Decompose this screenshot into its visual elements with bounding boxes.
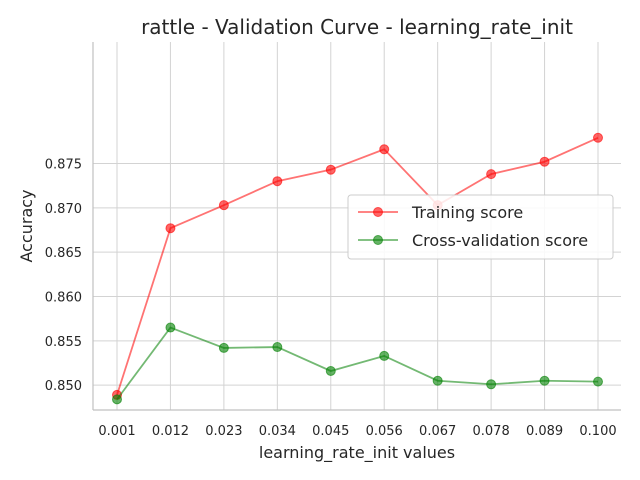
legend-marker-training	[373, 207, 383, 217]
chart-title: rattle - Validation Curve - learning_rat…	[141, 15, 573, 39]
data-point-cv	[218, 342, 229, 353]
series-line-training	[116, 136, 599, 396]
y-tick-label: 0.870	[45, 202, 82, 217]
data-point-cv	[486, 379, 497, 390]
y-tick-label: 0.865	[45, 246, 82, 261]
data-point-training	[325, 164, 336, 175]
data-point-cv	[165, 322, 176, 333]
data-point-training	[218, 200, 229, 211]
legend-label-cv: Cross-validation score	[412, 231, 588, 250]
data-point-cv	[432, 375, 443, 386]
data-point-training	[539, 156, 550, 167]
x-axis-label: learning_rate_init values	[259, 443, 455, 463]
axis-spines	[92, 42, 621, 411]
legend: Training score Cross-validation score	[347, 194, 614, 260]
series-lines	[112, 132, 603, 405]
legend-label-training: Training score	[411, 203, 523, 222]
y-tick-label: 0.855	[45, 335, 82, 350]
data-point-training	[272, 176, 283, 187]
y-tick-label: 0.850	[45, 379, 82, 394]
y-tick-labels: 0.850 0.855 0.860 0.865 0.870 0.875	[45, 157, 82, 394]
data-point-cv	[272, 342, 283, 353]
x-tick-label: 0.023	[205, 424, 242, 439]
x-tick-labels: 0.001 0.012 0.023 0.034 0.045 0.056 0.067 0.078…	[98, 424, 616, 439]
data-point-cv	[379, 350, 390, 361]
data-point-cv	[325, 365, 336, 376]
data-point-cv	[593, 376, 603, 387]
data-point-cv	[539, 375, 550, 386]
x-tick-label: 0.034	[259, 424, 296, 439]
x-tick-label: 0.100	[579, 424, 616, 439]
x-tick-label: 0.056	[366, 424, 403, 439]
data-point-training	[165, 223, 176, 234]
data-point-training	[486, 169, 497, 180]
y-axis-label: Accuracy	[17, 189, 36, 262]
data-point-training	[593, 132, 603, 143]
y-tick-label: 0.860	[45, 290, 82, 305]
series-line-cv	[116, 326, 599, 400]
data-point-training	[379, 144, 390, 155]
x-tick-label: 0.045	[312, 424, 349, 439]
x-tick-label: 0.012	[152, 424, 189, 439]
x-tick-label: 0.001	[98, 424, 135, 439]
legend-marker-cv	[373, 235, 383, 245]
x-tick-label: 0.067	[419, 424, 456, 439]
x-tick-label: 0.089	[526, 424, 563, 439]
x-tick-label: 0.078	[473, 424, 510, 439]
y-tick-label: 0.875	[45, 157, 82, 172]
legend-box	[347, 194, 614, 260]
data-point-cv	[112, 394, 122, 405]
